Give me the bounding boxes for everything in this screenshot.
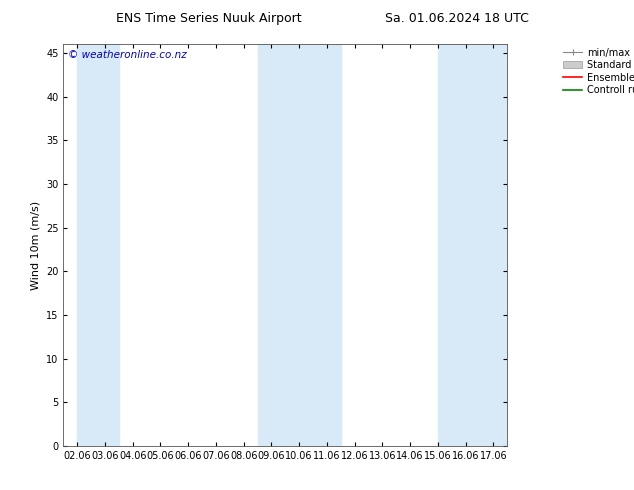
Bar bbox=[77, 44, 119, 446]
Bar bbox=[438, 44, 507, 446]
Text: ENS Time Series Nuuk Airport: ENS Time Series Nuuk Airport bbox=[117, 12, 302, 25]
Text: Sa. 01.06.2024 18 UTC: Sa. 01.06.2024 18 UTC bbox=[385, 12, 528, 25]
Y-axis label: Wind 10m (m/s): Wind 10m (m/s) bbox=[30, 200, 41, 290]
Bar bbox=[257, 44, 341, 446]
Legend: min/max, Standard deviation, Ensemble mean run, Controll run: min/max, Standard deviation, Ensemble me… bbox=[560, 45, 634, 98]
Text: © weatheronline.co.nz: © weatheronline.co.nz bbox=[68, 50, 186, 60]
